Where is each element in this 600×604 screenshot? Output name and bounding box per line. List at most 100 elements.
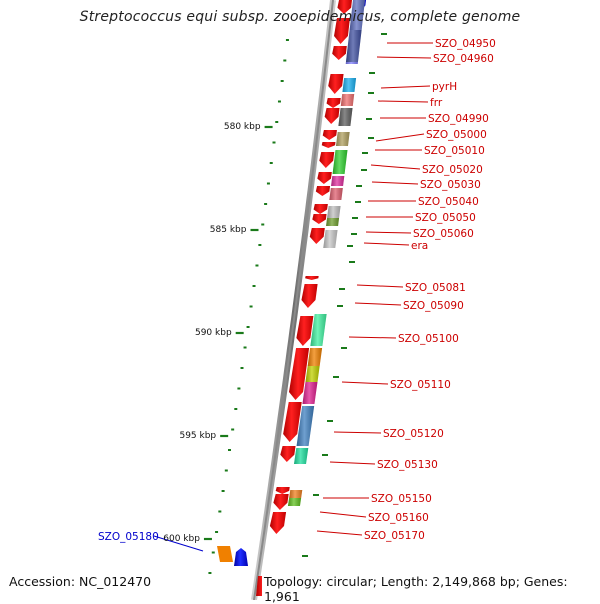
label-leaders — [153, 42, 433, 552]
label-leader-line — [377, 100, 429, 103]
cog-block-shade — [335, 132, 350, 146]
genome-backbone — [251, 0, 336, 600]
label-leader-line — [354, 302, 402, 306]
forward-gene-arrow — [289, 348, 310, 400]
cog-block-shade — [296, 406, 315, 446]
label-leader-line — [365, 231, 412, 234]
gene-label-szo_05100[interactable]: SZO_05100 — [398, 333, 459, 345]
forward-gene-arrow — [324, 108, 340, 124]
forward-gene-arrow — [269, 512, 287, 534]
forward-gene-arrow — [312, 214, 327, 224]
backbone-arc — [251, 0, 336, 600]
cog-block-shade — [331, 176, 345, 186]
cog-block-shade — [294, 448, 309, 464]
gene-label-szo_05160[interactable]: SZO_05160 — [368, 512, 429, 524]
label-leader-line — [319, 511, 367, 518]
axis-labels: 580 kbp 585 kbp 590 kbp 595 kbp 600 kbp — [163, 122, 261, 544]
forward-gene-arrow — [273, 494, 289, 510]
gene-label-era[interactable]: era — [411, 240, 428, 252]
forward-gene-arrow — [283, 402, 302, 442]
forward-gene-arrow — [309, 228, 325, 244]
label-leader-line — [376, 56, 432, 59]
gene-label-szo_05090[interactable]: SZO_05090 — [403, 300, 464, 312]
gene-labels: SZO_04950 SZO_04960 pyrH frr SZO_04990 SZO_05… — [98, 38, 496, 543]
cog-block-shade — [340, 94, 355, 106]
gene-label-szo_05180[interactable]: SZO_05180 — [98, 531, 159, 543]
label-leader-line — [363, 242, 410, 246]
gene-label-szo_04990[interactable]: SZO_04990 — [428, 113, 489, 125]
cog-block-shade — [349, 0, 365, 30]
forward-gene-arrow — [319, 152, 335, 168]
cog-block-shade — [287, 498, 302, 506]
cog-block-shade — [345, 62, 358, 64]
label-leader-line — [380, 85, 431, 89]
label-leader-line — [375, 133, 425, 142]
gene-label-szo_05150[interactable]: SZO_05150 — [371, 493, 432, 505]
forward-gene-arrow — [305, 276, 319, 280]
gene-label-szo_05081[interactable]: SZO_05081 — [405, 282, 466, 294]
cog-color-blocks — [217, 0, 365, 562]
cog-block-shade — [329, 188, 343, 200]
label-leader-line — [348, 336, 397, 339]
gene-label-szo_05130[interactable]: SZO_05130 — [377, 459, 438, 471]
cog-block-shade — [310, 314, 327, 346]
forward-gene-arrow — [280, 446, 296, 462]
cog-block-shade — [307, 348, 323, 366]
forward-gene-arrow — [301, 284, 318, 308]
gene-label-szo_05120[interactable]: SZO_05120 — [383, 428, 444, 440]
forward-gene-arrow — [328, 74, 344, 94]
label-leader-line — [316, 530, 363, 536]
forward-gene-arrow — [275, 487, 290, 494]
forward-gene-arrow — [315, 186, 331, 196]
cog-block-shade — [302, 382, 318, 404]
label-leader-line — [370, 164, 421, 170]
axis-label: 585 kbp — [210, 225, 247, 235]
cog-block-shade — [289, 490, 303, 498]
gene-label-szo_05110[interactable]: SZO_05110 — [390, 379, 451, 391]
forward-gene-arrow — [337, 0, 352, 14]
forward-gene-arrow — [317, 172, 332, 184]
cog-block-shade — [323, 230, 338, 248]
gene-label-szo_04950[interactable]: SZO_04950 — [435, 38, 496, 50]
axis-label: 600 kbp — [163, 534, 200, 544]
label-leader-line — [341, 381, 389, 385]
genome-summary: Topology: circular; Length: 2,149,868 bp… — [262, 574, 600, 604]
gene-label-szo_05030[interactable]: SZO_05030 — [420, 179, 481, 191]
label-leader-line — [356, 284, 404, 288]
axis-label: 595 kbp — [179, 431, 216, 441]
scale-ticks — [203, 33, 387, 574]
forward-gene-arrow — [334, 18, 350, 44]
gene-label-szo_05060[interactable]: SZO_05060 — [413, 228, 474, 240]
forward-gene-arrow — [332, 46, 347, 60]
reverse-gene-arrow — [234, 548, 248, 566]
forward-gene-arrow — [326, 98, 341, 108]
cog-block — [217, 546, 233, 562]
gene-label-frr[interactable]: frr — [430, 97, 443, 109]
label-leader-line — [371, 181, 419, 185]
gene-label-szo_05000[interactable]: SZO_05000 — [426, 129, 487, 141]
axis-label: 590 kbp — [195, 328, 232, 338]
forward-gene-arrow — [313, 204, 328, 214]
cog-block-shade — [332, 150, 348, 174]
gene-label-szo_05050[interactable]: SZO_05050 — [415, 212, 476, 224]
label-leader-line — [333, 431, 382, 434]
accession-text: Accession: NC_012470 — [9, 574, 152, 589]
gene-label-pyrh[interactable]: pyrH — [432, 81, 457, 93]
forward-gene-arrow — [296, 316, 314, 346]
forward-gene-arrow — [322, 130, 337, 140]
gene-label-szo_05020[interactable]: SZO_05020 — [422, 164, 483, 176]
gene-features — [234, 0, 366, 600]
cog-block-shade — [305, 366, 320, 382]
gene-label-szo_04960[interactable]: SZO_04960 — [433, 53, 494, 65]
cog-block-shade — [326, 218, 340, 226]
cog-block-shade — [327, 206, 341, 218]
gene-label-szo_05040[interactable]: SZO_05040 — [418, 196, 479, 208]
gene-label-szo_05170[interactable]: SZO_05170 — [364, 530, 425, 542]
cog-block-shade — [338, 108, 353, 126]
map-title: Streptococcus equi subsp. zooepidemicus,… — [79, 9, 521, 25]
gene-label-szo_05010[interactable]: SZO_05010 — [424, 145, 485, 157]
label-leader-line — [153, 535, 204, 552]
cog-block-shade — [345, 30, 362, 62]
label-leader-line — [329, 461, 376, 465]
